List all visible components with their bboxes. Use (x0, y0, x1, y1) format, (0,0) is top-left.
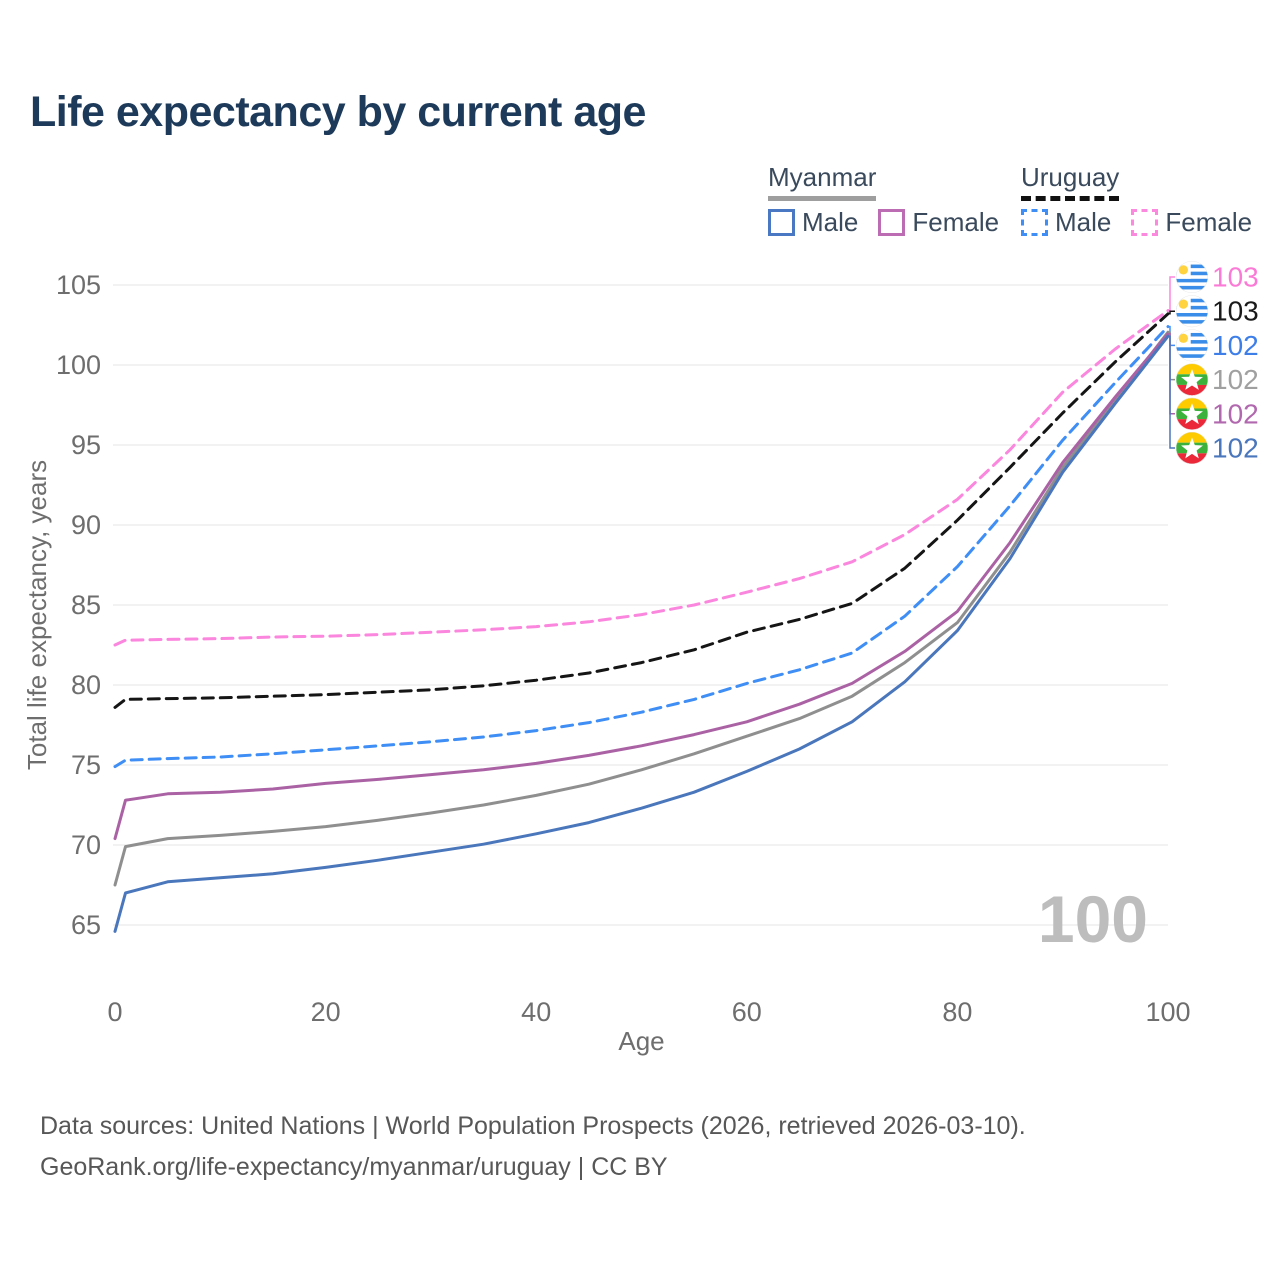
end-value-label-uruguay-female: 103 (1212, 262, 1259, 293)
legend-label: Female (912, 207, 1000, 237)
legend-country-myanmar: Myanmar (768, 162, 877, 201)
end-label-leader (1168, 331, 1175, 381)
chart-footer: Data sources: United Nations | World Pop… (40, 1106, 1026, 1188)
y-tick-label: 75 (71, 750, 101, 780)
end-value-label-myanmar-male: 102 (1212, 433, 1259, 464)
y-tick-label: 65 (71, 910, 101, 940)
y-tick-label: 80 (71, 670, 101, 700)
legend-label: Male (802, 207, 859, 237)
myanmar-flag-icon (1176, 397, 1208, 430)
series-line-uruguay-male (113, 325, 1170, 769)
uruguay-flag-icon (1176, 261, 1208, 293)
legend-group-uruguay: Uruguay Male Female (1021, 162, 1252, 238)
uruguay-female-swatch-icon (1131, 209, 1159, 236)
footer-attribution: GeoRank.org/life-expectancy/myanmar/urug… (40, 1153, 668, 1181)
series-line-myanmar-male (113, 334, 1170, 933)
x-tick-label: 20 (311, 997, 341, 1027)
page-title: Life expectancy by current age (30, 88, 646, 136)
myanmar-female-swatch-icon (878, 209, 906, 236)
end-value-label-myanmar-female: 102 (1212, 398, 1259, 429)
legend-item-uruguay-male[interactable]: Male (1021, 207, 1111, 238)
y-tick-label: 90 (71, 510, 101, 540)
legend-item-myanmar-male[interactable]: Male (768, 207, 858, 238)
x-tick-label: 100 (1145, 997, 1190, 1027)
series-line-uruguay-female (113, 309, 1170, 647)
myanmar-flag-icon (1176, 363, 1208, 396)
x-tick-label: 0 (107, 997, 122, 1027)
y-axis-title: Total life expectancy, years (22, 460, 52, 770)
legend-item-uruguay-female[interactable]: Female (1131, 207, 1252, 238)
x-tick-label: 80 (942, 997, 972, 1027)
myanmar-male-swatch-icon (768, 209, 795, 236)
series-line-myanmar (113, 330, 1170, 887)
end-label-leader (1168, 310, 1175, 315)
y-tick-label: 85 (71, 590, 101, 620)
uruguay-flag-icon (1176, 295, 1208, 328)
legend-label: Female (1165, 207, 1253, 237)
series-line-uruguay (113, 312, 1170, 709)
end-label-leader (1168, 335, 1175, 449)
x-tick-label: 60 (732, 997, 762, 1027)
y-tick-label: 70 (71, 830, 101, 860)
uruguay-flag-icon (1176, 329, 1208, 362)
gridlines (113, 284, 1168, 926)
series-line-myanmar-female (113, 332, 1170, 841)
x-tick-label: 40 (521, 997, 551, 1027)
legend-label: Male (1055, 207, 1112, 237)
end-label-leader (1168, 276, 1175, 312)
myanmar-flag-icon (1176, 432, 1208, 464)
end-value-label-uruguay-male: 102 (1212, 330, 1259, 361)
watermark-age: 100 (1038, 882, 1148, 956)
legend-country-uruguay: Uruguay (1021, 162, 1120, 201)
legend-item-myanmar-female[interactable]: Female (878, 207, 999, 238)
x-axis-title: Age (618, 1026, 664, 1056)
y-tick-label: 105 (56, 270, 101, 300)
end-value-label-myanmar: 102 (1212, 364, 1259, 395)
uruguay-male-swatch-icon (1021, 209, 1048, 236)
footer-data-sources: Data sources: United Nations | World Pop… (40, 1112, 1026, 1140)
y-tick-label: 95 (71, 430, 101, 460)
legend-group-myanmar: Myanmar Male Female (768, 162, 999, 238)
end-value-label-uruguay: 103 (1212, 296, 1259, 327)
y-tick-label: 100 (56, 350, 101, 380)
